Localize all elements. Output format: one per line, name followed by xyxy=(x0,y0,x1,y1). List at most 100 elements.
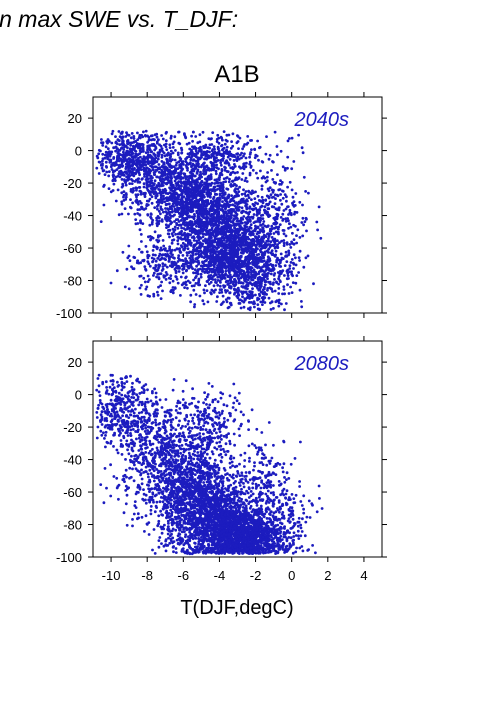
data-point xyxy=(218,275,222,278)
data-point xyxy=(141,145,145,149)
data-point xyxy=(146,294,150,298)
data-point xyxy=(225,133,229,137)
data-point xyxy=(136,166,140,170)
data-point xyxy=(273,202,277,206)
data-point xyxy=(163,178,166,182)
data-point xyxy=(294,256,297,260)
data-point xyxy=(238,302,242,305)
data-point xyxy=(160,134,164,137)
data-point xyxy=(239,221,243,225)
data-point xyxy=(99,149,102,153)
data-point xyxy=(269,251,273,255)
data-point xyxy=(285,199,288,203)
data-point xyxy=(232,255,236,259)
data-point xyxy=(223,245,227,249)
data-point xyxy=(215,281,218,284)
data-point xyxy=(251,287,254,290)
data-point xyxy=(290,242,294,245)
data-point xyxy=(200,214,204,218)
data-point xyxy=(116,174,120,178)
data-point xyxy=(150,256,154,260)
data-point xyxy=(233,171,237,175)
data-point xyxy=(111,129,115,133)
data-point xyxy=(217,141,221,145)
data-point xyxy=(135,198,139,202)
data-point xyxy=(209,184,213,187)
data-point xyxy=(125,267,129,271)
data-point xyxy=(217,136,221,140)
data-point xyxy=(190,225,194,229)
data-point xyxy=(265,210,268,214)
data-point xyxy=(186,286,189,290)
data-point xyxy=(114,162,118,166)
data-point xyxy=(236,171,239,174)
data-point xyxy=(120,202,124,206)
data-point xyxy=(229,224,233,228)
data-point xyxy=(245,180,249,183)
data-point xyxy=(159,212,162,216)
data-point xyxy=(263,270,266,274)
data-point xyxy=(256,307,260,311)
data-point xyxy=(127,133,131,137)
data-point xyxy=(260,251,264,254)
data-point xyxy=(176,197,180,201)
data-point xyxy=(156,293,160,297)
data-point xyxy=(141,143,145,147)
data-point xyxy=(282,244,286,248)
data-point xyxy=(168,196,171,199)
data-point xyxy=(136,138,140,142)
data-point xyxy=(188,171,192,174)
data-point xyxy=(164,191,168,195)
data-point xyxy=(107,187,111,191)
data-point xyxy=(142,155,146,159)
data-point xyxy=(155,200,159,204)
data-point xyxy=(294,224,297,228)
data-point xyxy=(185,259,188,263)
data-point xyxy=(156,257,160,260)
data-point xyxy=(196,229,200,233)
data-point xyxy=(238,298,241,302)
data-point xyxy=(181,213,185,217)
data-point xyxy=(137,186,141,189)
data-point xyxy=(201,163,205,166)
data-point xyxy=(247,307,250,311)
data-point xyxy=(170,288,174,292)
data-point xyxy=(116,188,120,192)
data-point xyxy=(125,439,129,443)
data-point xyxy=(292,267,295,270)
data-point xyxy=(148,183,152,187)
data-point xyxy=(225,260,229,264)
data-point xyxy=(291,281,295,284)
data-point xyxy=(177,180,181,184)
data-point xyxy=(127,287,131,291)
data-point xyxy=(156,290,159,294)
data-point xyxy=(212,158,216,162)
data-point xyxy=(243,179,247,183)
data-point xyxy=(143,195,147,199)
data-point xyxy=(198,222,201,226)
data-point xyxy=(144,178,148,181)
data-point xyxy=(136,180,140,184)
data-point xyxy=(190,182,193,186)
data-point xyxy=(257,219,261,223)
data-point xyxy=(166,207,169,211)
data-point xyxy=(207,137,211,141)
data-point xyxy=(96,407,100,410)
data-point xyxy=(300,221,304,224)
data-point xyxy=(138,286,142,290)
data-point xyxy=(144,129,148,133)
data-point xyxy=(178,247,182,251)
data-point xyxy=(156,157,160,161)
data-point xyxy=(283,274,286,277)
data-point xyxy=(253,147,256,151)
data-point xyxy=(202,216,206,220)
data-point xyxy=(246,141,250,145)
data-point xyxy=(171,193,175,197)
data-point xyxy=(169,222,173,226)
data-point xyxy=(190,220,194,224)
data-point xyxy=(136,212,140,215)
data-point xyxy=(202,169,206,173)
data-point xyxy=(163,200,167,204)
data-point xyxy=(241,281,245,285)
